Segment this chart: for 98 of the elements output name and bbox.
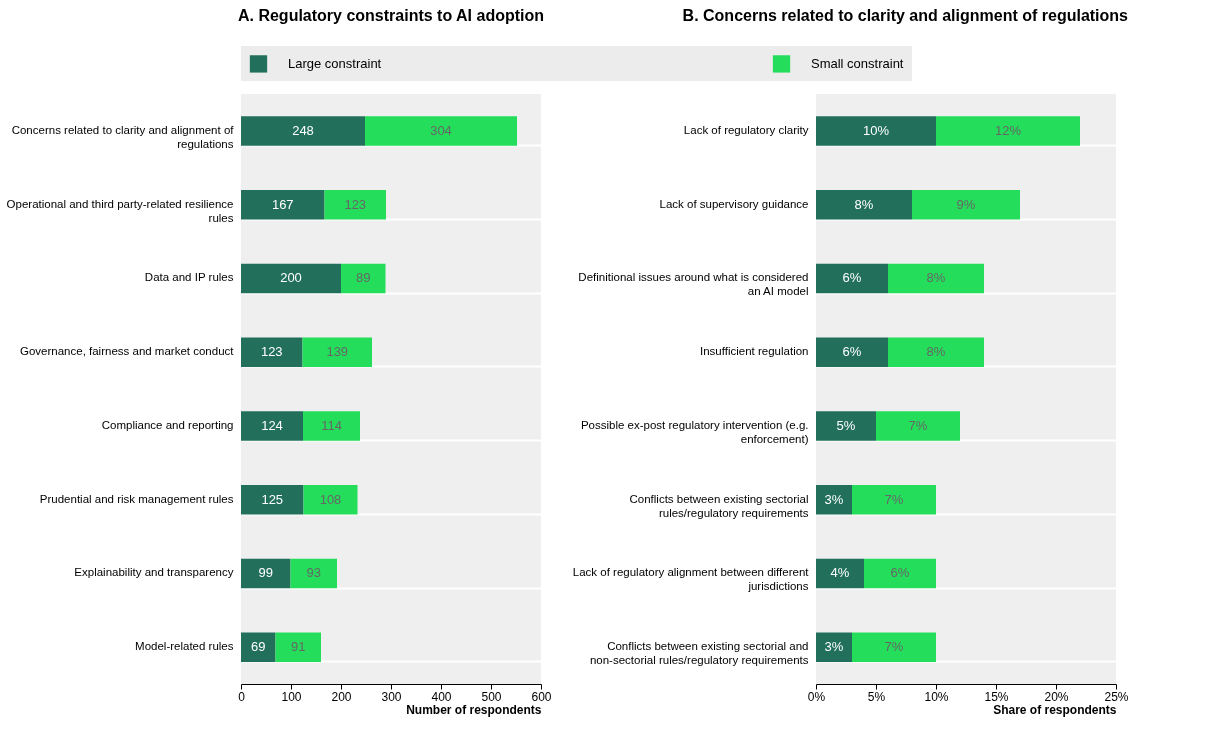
data-label: 7% bbox=[884, 491, 904, 507]
x-tick-label: 100 bbox=[281, 689, 302, 704]
y-tick-label: Lack of supervisory guidance bbox=[659, 197, 809, 210]
data-label: 93 bbox=[306, 565, 321, 581]
bar bbox=[241, 558, 291, 589]
data-label: 125 bbox=[261, 491, 284, 507]
chart-title: A. Regulatory constraints to AI adoption bbox=[237, 7, 545, 24]
data-label: 7% bbox=[884, 639, 904, 655]
bar bbox=[341, 263, 386, 294]
bar bbox=[241, 411, 303, 441]
bar bbox=[241, 189, 325, 220]
y-tick-label: Definitional issues around what is considered an AI model bbox=[578, 271, 809, 298]
data-label: 304 bbox=[430, 122, 452, 138]
data-label: 3% bbox=[824, 639, 844, 655]
bar bbox=[816, 189, 912, 220]
bar bbox=[864, 558, 936, 589]
x-tick-label: 300 bbox=[381, 689, 402, 704]
bar bbox=[816, 558, 864, 589]
x-axis-title: Number of respondents bbox=[406, 702, 542, 717]
y-tick-label: Model-related rules bbox=[135, 640, 234, 653]
legend-label: Small constraint bbox=[811, 55, 904, 71]
data-label: 9% bbox=[956, 196, 976, 212]
bar bbox=[241, 116, 365, 146]
bar bbox=[290, 558, 337, 589]
bar bbox=[816, 337, 888, 367]
data-label: 99 bbox=[258, 565, 273, 581]
data-label: 89 bbox=[356, 270, 371, 286]
data-label: 8% bbox=[926, 344, 946, 360]
data-label: 124 bbox=[261, 417, 283, 433]
bar bbox=[275, 632, 321, 662]
data-label: 5% bbox=[836, 417, 856, 433]
data-label: 8% bbox=[926, 270, 946, 286]
x-tick-label: 5% bbox=[867, 689, 886, 704]
x-tick-label: 25% bbox=[1104, 689, 1129, 704]
data-label: 69 bbox=[251, 639, 266, 655]
data-label: 248 bbox=[292, 122, 314, 138]
y-tick-label: Possible ex-post regulatory intervention (e.g. enforcement) bbox=[580, 418, 809, 445]
bar bbox=[365, 116, 517, 146]
bar bbox=[888, 337, 984, 367]
data-label: 108 bbox=[319, 491, 342, 507]
x-tick-label: 0% bbox=[807, 689, 826, 704]
data-label: 167 bbox=[271, 196, 294, 212]
y-tick-label: Lack of regulatory alignment between different jurisdictions bbox=[572, 566, 810, 593]
x-tick-label: 400 bbox=[431, 689, 452, 704]
legend-label: Large constraint bbox=[288, 55, 382, 71]
y-tick-label: Insufficient regulation bbox=[700, 345, 809, 358]
data-label: 12% bbox=[994, 122, 1022, 138]
bar bbox=[324, 189, 386, 220]
bar bbox=[241, 337, 303, 367]
x-tick-label: 500 bbox=[481, 689, 502, 704]
bar bbox=[912, 189, 1020, 220]
bar bbox=[303, 484, 358, 515]
x-tick-label: 200 bbox=[331, 689, 352, 704]
data-label: 8% bbox=[854, 196, 874, 212]
y-tick-label: Concerns related to clarity and alignment of regulations bbox=[11, 123, 235, 150]
data-label: 200 bbox=[280, 270, 302, 286]
y-tick-label: Conflicts between existing sectorial rules/regulatory requirements bbox=[629, 492, 809, 519]
bar bbox=[852, 484, 936, 515]
data-label: 91 bbox=[291, 639, 306, 655]
bar bbox=[876, 411, 960, 441]
bar bbox=[241, 632, 276, 662]
data-label: 6% bbox=[842, 344, 862, 360]
y-tick-label: Data and IP rules bbox=[144, 271, 234, 284]
x-tick-label: 600 bbox=[531, 689, 552, 704]
y-tick-label: Explainability and transparency bbox=[74, 566, 234, 579]
bar bbox=[303, 411, 360, 441]
data-label: 6% bbox=[842, 270, 862, 286]
bar bbox=[241, 484, 304, 515]
data-label: 139 bbox=[326, 344, 349, 360]
data-label: 123 bbox=[260, 344, 283, 360]
bar bbox=[936, 116, 1080, 146]
bar bbox=[852, 632, 936, 662]
data-label: 10% bbox=[862, 122, 890, 138]
bar bbox=[816, 632, 852, 662]
bar bbox=[241, 263, 341, 294]
data-label: 123 bbox=[344, 196, 367, 212]
x-tick-label: 20% bbox=[1044, 689, 1069, 704]
y-tick-label: Conflicts between existing sectorial and non-sectorial rules/regulatory requirements bbox=[589, 640, 809, 667]
x-axis-title: Share of respondents bbox=[993, 702, 1117, 717]
y-tick-label: Compliance and reporting bbox=[101, 418, 234, 431]
bar bbox=[816, 263, 888, 294]
x-tick-label: 0 bbox=[238, 689, 246, 704]
chart-title: B. Concerns related to clarity and alignment of regulations bbox=[682, 7, 1129, 24]
bar bbox=[816, 116, 936, 146]
y-tick-label: Governance, fairness and market conduct bbox=[19, 345, 235, 358]
bar bbox=[888, 263, 984, 294]
data-label: 7% bbox=[908, 417, 928, 433]
x-tick-label: 15% bbox=[984, 689, 1009, 704]
y-tick-label: Lack of regulatory clarity bbox=[683, 123, 809, 136]
data-label: 114 bbox=[321, 417, 342, 433]
bar bbox=[302, 337, 372, 367]
data-label: 6% bbox=[890, 565, 910, 581]
data-label: 3% bbox=[824, 491, 844, 507]
data-label: 4% bbox=[830, 565, 850, 581]
x-tick-label: 10% bbox=[924, 689, 949, 704]
bar bbox=[816, 411, 876, 441]
y-tick-label: Prudential and risk management rules bbox=[39, 492, 234, 505]
y-tick-label: Operational and third party-related resilience rules bbox=[6, 197, 234, 224]
